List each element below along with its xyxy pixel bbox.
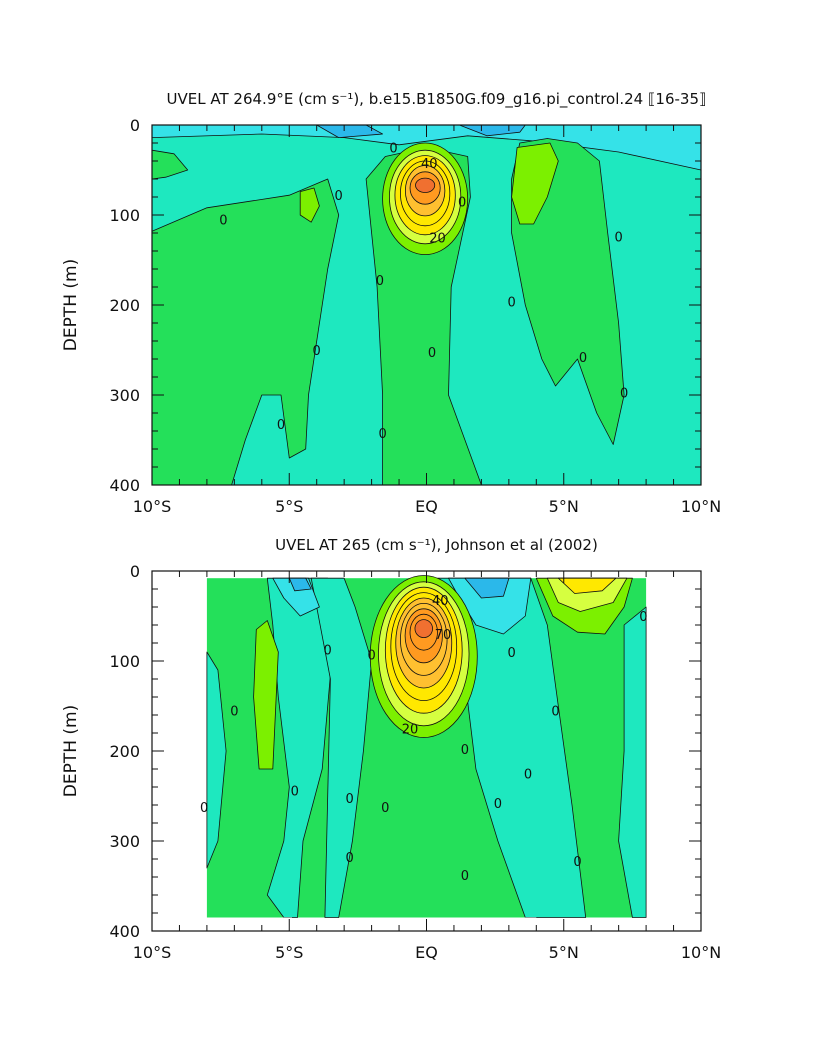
y-tick-label: 400 xyxy=(109,922,140,941)
contour-label: 0 xyxy=(381,801,389,816)
contour-label: 20 xyxy=(429,232,446,247)
observation-contour-plot: UVEL AT 265 (cm s⁻¹), Johnson et al (200… xyxy=(61,536,721,962)
contour-label: 0 xyxy=(324,643,332,658)
contour-label: 0 xyxy=(507,646,515,661)
contour-label: 0 xyxy=(378,427,386,442)
y-tick-label: 0 xyxy=(130,562,140,581)
contour-label: 0 xyxy=(615,231,623,246)
contour-label: 0 xyxy=(389,142,397,157)
contour-label: 0 xyxy=(494,797,502,812)
contour-label: 0 xyxy=(219,214,227,229)
eastward-patch-west xyxy=(299,187,320,223)
x-tick-label: EQ xyxy=(415,497,438,516)
missing-data-gap xyxy=(212,917,246,924)
eastward-patch-west xyxy=(253,620,279,770)
y-axis-title: DEPTH (m) xyxy=(61,259,81,351)
x-tick-label: 5°N xyxy=(549,943,579,962)
y-tick-label: 0 xyxy=(130,116,140,135)
y-tick-label: 300 xyxy=(109,832,140,851)
y-tick-label: 100 xyxy=(109,652,140,671)
y-tick-label: 300 xyxy=(109,386,140,405)
eastward-patch-east xyxy=(511,142,559,225)
missing-data-gap xyxy=(514,917,537,924)
euc-core-model-level-6 xyxy=(415,177,436,193)
contour-label: 0 xyxy=(230,705,238,720)
contour-label: 0 xyxy=(461,869,469,884)
westward-band-far-east xyxy=(618,606,647,918)
eastward-region-east xyxy=(511,138,625,445)
contour-label: 0 xyxy=(573,855,581,870)
contour-label: 0 xyxy=(367,649,375,664)
contour-label: 0 xyxy=(200,801,208,816)
x-tick-label: 10°N xyxy=(681,497,721,516)
contour-label: 0 xyxy=(291,785,299,800)
contour-label: 0 xyxy=(345,851,353,866)
contour-label: 0 xyxy=(579,351,587,366)
contour-label: 0 xyxy=(345,792,353,807)
x-tick-label: 5°N xyxy=(549,497,579,516)
y-tick-label: 200 xyxy=(109,742,140,761)
y-tick-label: 200 xyxy=(109,296,140,315)
y-axis-title: DEPTH (m) xyxy=(61,705,81,797)
westward-band-west xyxy=(206,651,227,869)
eastward-surface-east-30 xyxy=(557,577,617,594)
chart-title-0: UVEL AT 264.9°E (cm s⁻¹), b.e15.B1850G.f… xyxy=(167,90,707,109)
x-tick-label: 5°S xyxy=(275,497,303,516)
contour-label: 0 xyxy=(639,610,647,625)
y-tick-label: 400 xyxy=(109,476,140,495)
contour-label: 70 xyxy=(435,628,452,643)
x-tick-label: 5°S xyxy=(275,943,303,962)
contour-label: 20 xyxy=(402,723,419,738)
missing-data-gap xyxy=(604,917,627,924)
contour-label: 0 xyxy=(507,295,515,310)
contour-label: 40 xyxy=(432,594,449,609)
contour-label: 0 xyxy=(376,274,384,289)
westward-band-mid-east xyxy=(310,577,373,918)
contour-label: 0 xyxy=(277,418,285,433)
x-tick-label: 10°N xyxy=(681,943,721,962)
contour-label: 0 xyxy=(313,344,321,359)
chart-title-1: UVEL AT 265 (cm s⁻¹), Johnson et al (200… xyxy=(275,536,598,554)
x-tick-label: 10°S xyxy=(133,943,172,962)
missing-data-gap xyxy=(272,917,292,924)
observation-panel: UVEL AT 265 (cm s⁻¹), Johnson et al (200… xyxy=(0,516,818,986)
contour-label: 0 xyxy=(461,743,469,758)
x-tick-label: EQ xyxy=(415,943,438,962)
contour-label: 0 xyxy=(335,189,343,204)
contour-label: 0 xyxy=(524,768,532,783)
contour-label: 40 xyxy=(421,157,438,172)
model-panel: UVEL AT 264.9°E (cm s⁻¹), b.e15.B1850G.f… xyxy=(0,70,818,540)
eastward-region-west xyxy=(151,178,340,486)
euc-core-obs-level-8 xyxy=(414,619,433,638)
contour-label: 0 xyxy=(620,386,628,401)
contour-label: 0 xyxy=(428,346,436,361)
surface-westward-core-east xyxy=(464,577,510,599)
y-tick-label: 100 xyxy=(109,206,140,225)
model-contour-plot: UVEL AT 264.9°E (cm s⁻¹), b.e15.B1850G.f… xyxy=(61,90,721,516)
x-tick-label: 10°S xyxy=(133,497,172,516)
contour-label: 0 xyxy=(551,705,559,720)
contour-label: 0 xyxy=(458,196,466,211)
surface-westward-core-west xyxy=(288,577,312,592)
